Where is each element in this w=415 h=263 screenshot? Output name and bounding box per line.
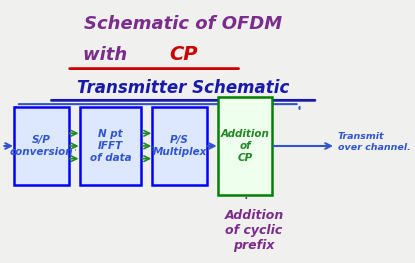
- Text: ..: ..: [142, 142, 155, 150]
- FancyBboxPatch shape: [80, 107, 142, 185]
- FancyBboxPatch shape: [218, 97, 272, 195]
- Text: Schematic of OFDM: Schematic of OFDM: [84, 15, 282, 33]
- FancyBboxPatch shape: [152, 107, 207, 185]
- Text: S/P
conversion: S/P conversion: [10, 135, 73, 157]
- Text: CP: CP: [169, 45, 198, 64]
- Text: with: with: [83, 46, 139, 64]
- Text: Transmitter Schematic: Transmitter Schematic: [77, 79, 289, 97]
- Text: Transmit
over channel.: Transmit over channel.: [338, 133, 410, 152]
- Text: ..: ..: [66, 142, 79, 150]
- Text: Addition
of
CP: Addition of CP: [220, 129, 269, 163]
- FancyBboxPatch shape: [14, 107, 68, 185]
- Text: Addition
of cyclic
prefix: Addition of cyclic prefix: [225, 209, 284, 252]
- Text: N pt
IFFT
of data: N pt IFFT of data: [90, 129, 131, 163]
- Text: P/S
Multiplex: P/S Multiplex: [152, 135, 207, 157]
